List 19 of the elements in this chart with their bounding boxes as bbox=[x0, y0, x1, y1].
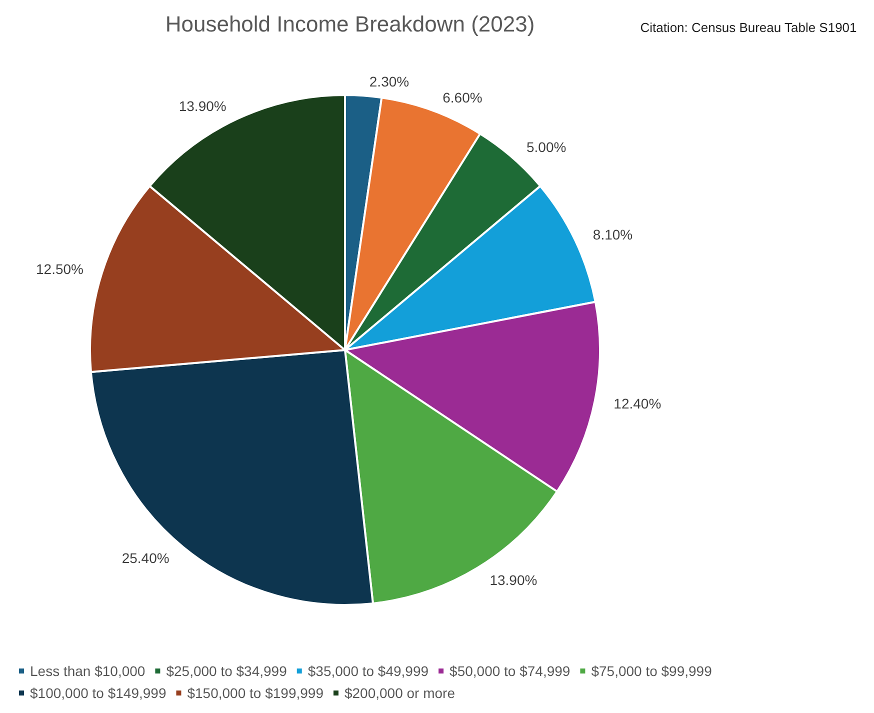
data-label: 25.40% bbox=[122, 550, 170, 566]
text: Citation: Census Bureau Table S1901 bbox=[640, 20, 857, 35]
data-label: 5.00% bbox=[526, 138, 566, 155]
legend-label: $200,000 or more bbox=[344, 685, 456, 701]
data-label: 12.40% bbox=[614, 395, 662, 412]
data-label: 6.60% bbox=[442, 89, 482, 106]
legend-label: $75,000 to $99,999 bbox=[591, 663, 712, 679]
legend-label: $150,000 to $199,999 bbox=[187, 685, 324, 701]
legend-label: $50,000 to $74,999 bbox=[450, 663, 570, 679]
chart-title: Household Income Breakdown (2023) bbox=[165, 12, 535, 36]
data-label: 12.50% bbox=[36, 260, 84, 277]
legend-label: $35,000 to $49,999 bbox=[308, 663, 429, 679]
legend-label: $100,000 to $149,999 bbox=[30, 685, 166, 701]
legend-label: Less than $10,000 bbox=[30, 663, 146, 679]
data-label: 13.90% bbox=[178, 98, 226, 114]
data-label: 2.30% bbox=[369, 74, 410, 90]
legend-label: $25,000 to $34,999 bbox=[166, 663, 288, 679]
data-label: 8.10% bbox=[592, 226, 633, 242]
data-label: 13.90% bbox=[490, 572, 538, 588]
